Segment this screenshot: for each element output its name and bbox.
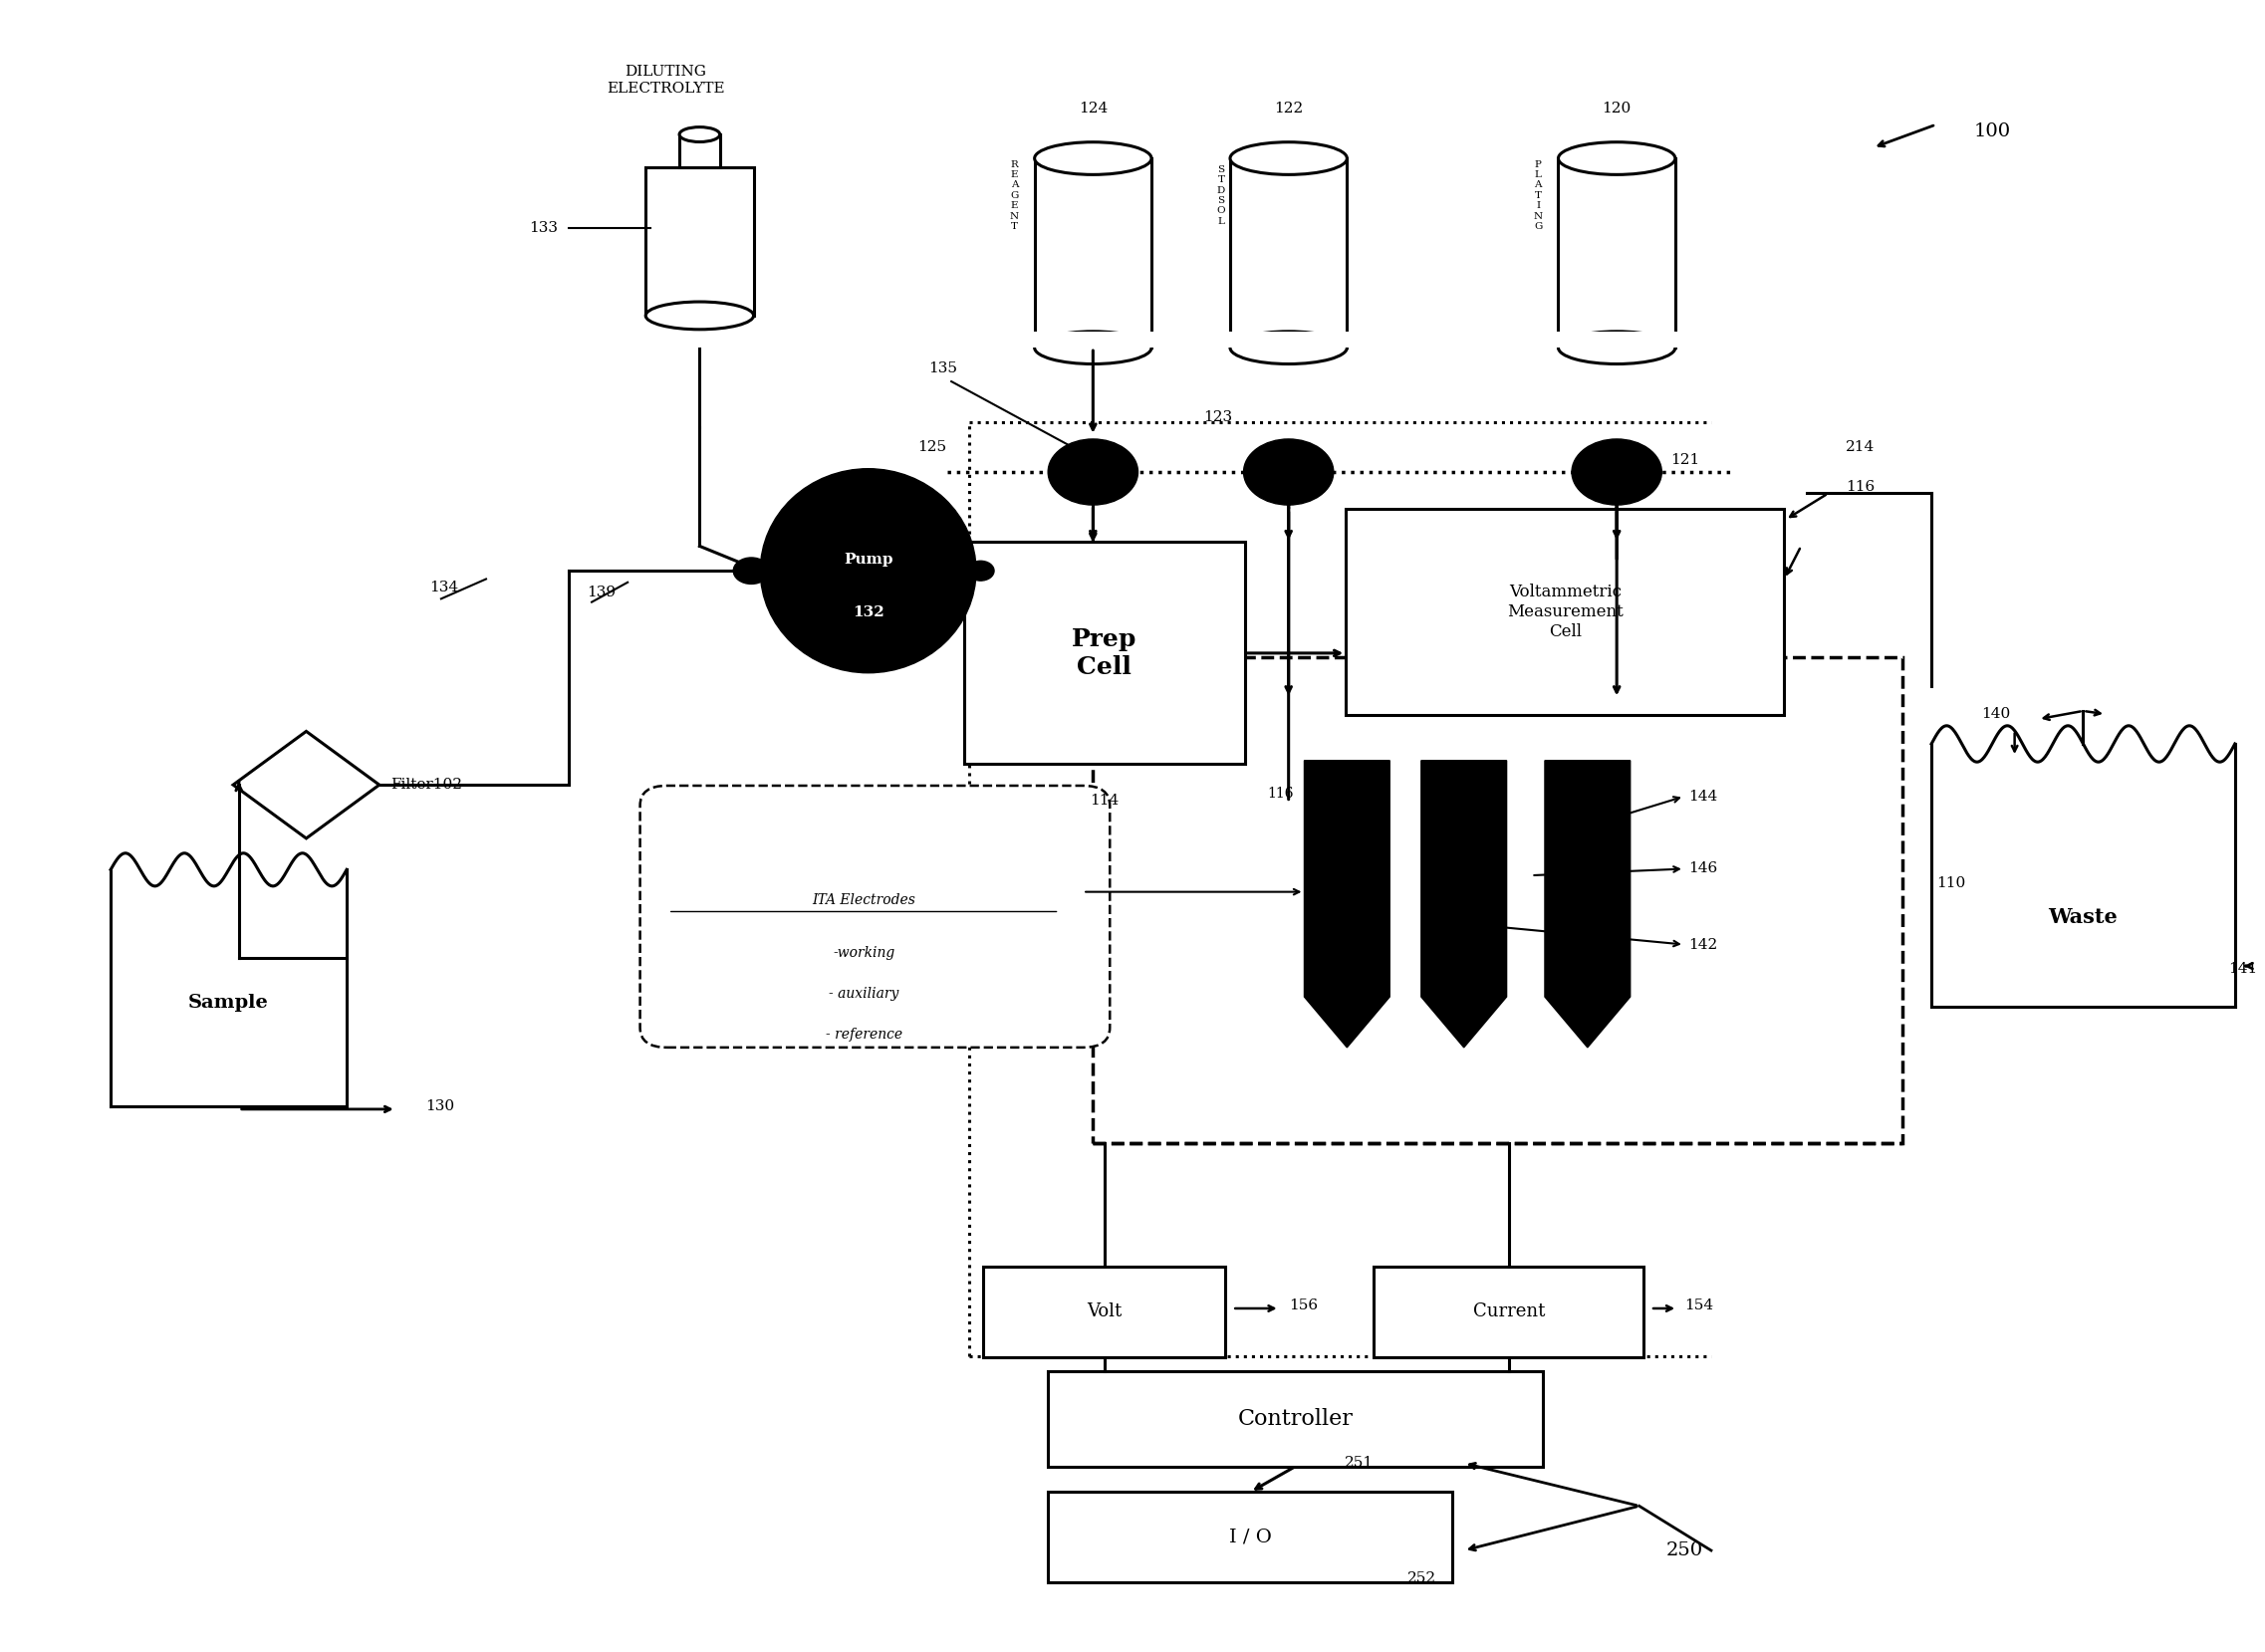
Bar <box>1035 159 1151 347</box>
Text: 133: 133 <box>530 221 557 235</box>
Text: Pump: Pump <box>843 552 892 567</box>
Text: -working: -working <box>834 947 895 960</box>
Text: 120: 120 <box>1601 102 1631 116</box>
Text: 130: 130 <box>426 1099 455 1113</box>
Text: 100: 100 <box>1975 122 2011 140</box>
Text: Sample: Sample <box>188 995 270 1013</box>
FancyBboxPatch shape <box>641 786 1110 1047</box>
Circle shape <box>1243 439 1334 506</box>
Text: - auxiliary: - auxiliary <box>829 986 899 1001</box>
Text: Prep
Cell: Prep Cell <box>1071 628 1137 679</box>
Circle shape <box>967 562 994 580</box>
Polygon shape <box>1420 760 1506 1047</box>
Text: 134: 134 <box>430 580 460 595</box>
Ellipse shape <box>1230 142 1348 175</box>
Text: 116: 116 <box>1266 786 1293 801</box>
Text: 124: 124 <box>1078 102 1108 116</box>
Text: 132: 132 <box>852 605 883 620</box>
Bar <box>1554 332 1681 347</box>
Bar <box>963 542 1246 765</box>
Text: Voltammetric
Measurement
Cell: Voltammetric Measurement Cell <box>1506 583 1624 639</box>
Ellipse shape <box>679 127 720 142</box>
Bar <box>1049 1371 1542 1467</box>
Circle shape <box>734 558 770 583</box>
Text: ITA Electrodes: ITA Electrodes <box>811 894 915 907</box>
Bar <box>679 134 720 167</box>
Text: 116: 116 <box>1846 479 1875 494</box>
Bar <box>1031 332 1155 347</box>
Text: Volt: Volt <box>1087 1303 1121 1320</box>
Polygon shape <box>1545 760 1631 1047</box>
Text: 110: 110 <box>1937 877 1966 890</box>
Text: - reference: - reference <box>824 1028 901 1042</box>
Bar <box>1345 509 1785 715</box>
Bar <box>983 1267 1225 1356</box>
Ellipse shape <box>1558 332 1676 363</box>
Text: Current: Current <box>1472 1303 1545 1320</box>
Text: R
E
A
G
E
N
T: R E A G E N T <box>1010 160 1019 231</box>
Text: 142: 142 <box>1690 938 1717 952</box>
Text: P
L
A
T
I
N
G: P L A T I N G <box>1533 160 1542 231</box>
Circle shape <box>1572 439 1663 506</box>
Bar <box>1225 332 1352 347</box>
Text: Waste: Waste <box>2048 907 2118 927</box>
Bar <box>1049 1492 1452 1583</box>
Text: Controller: Controller <box>1237 1408 1352 1429</box>
Text: S
T
D
S
O
L: S T D S O L <box>1216 165 1225 226</box>
Ellipse shape <box>1558 142 1676 175</box>
Text: 251: 251 <box>1345 1455 1375 1470</box>
Text: 122: 122 <box>1273 102 1302 116</box>
Text: 121: 121 <box>1672 454 1699 468</box>
Bar <box>1558 159 1676 347</box>
Text: 154: 154 <box>1685 1298 1712 1312</box>
Text: 114: 114 <box>1089 793 1119 808</box>
Ellipse shape <box>646 302 754 329</box>
Ellipse shape <box>1035 332 1151 363</box>
Text: 139: 139 <box>587 585 616 600</box>
Text: 144: 144 <box>1690 790 1717 803</box>
Text: 250: 250 <box>1667 1541 1703 1559</box>
Circle shape <box>1049 439 1137 506</box>
Text: 214: 214 <box>1846 441 1875 454</box>
Text: 156: 156 <box>1289 1298 1318 1312</box>
Text: 146: 146 <box>1690 862 1717 876</box>
Text: 132: 132 <box>852 605 883 620</box>
Text: Pump: Pump <box>843 552 892 567</box>
Text: 125: 125 <box>917 441 947 454</box>
Bar <box>646 167 754 316</box>
Text: 123: 123 <box>1203 411 1232 425</box>
Text: DILUTING
ELECTROLYTE: DILUTING ELECTROLYTE <box>607 64 725 96</box>
Bar <box>1375 1267 1644 1356</box>
Polygon shape <box>1305 760 1391 1047</box>
Text: Filter102: Filter102 <box>390 778 462 791</box>
Text: 140: 140 <box>1982 707 2009 720</box>
Text: 252: 252 <box>1407 1571 1436 1586</box>
Bar <box>1230 159 1348 347</box>
Polygon shape <box>233 732 378 838</box>
Ellipse shape <box>1230 332 1348 363</box>
Bar <box>1094 657 1903 1143</box>
Text: 141: 141 <box>2229 961 2258 976</box>
Text: 135: 135 <box>929 362 958 375</box>
Ellipse shape <box>761 469 976 672</box>
Text: I / O: I / O <box>1230 1528 1271 1546</box>
Ellipse shape <box>1035 142 1151 175</box>
